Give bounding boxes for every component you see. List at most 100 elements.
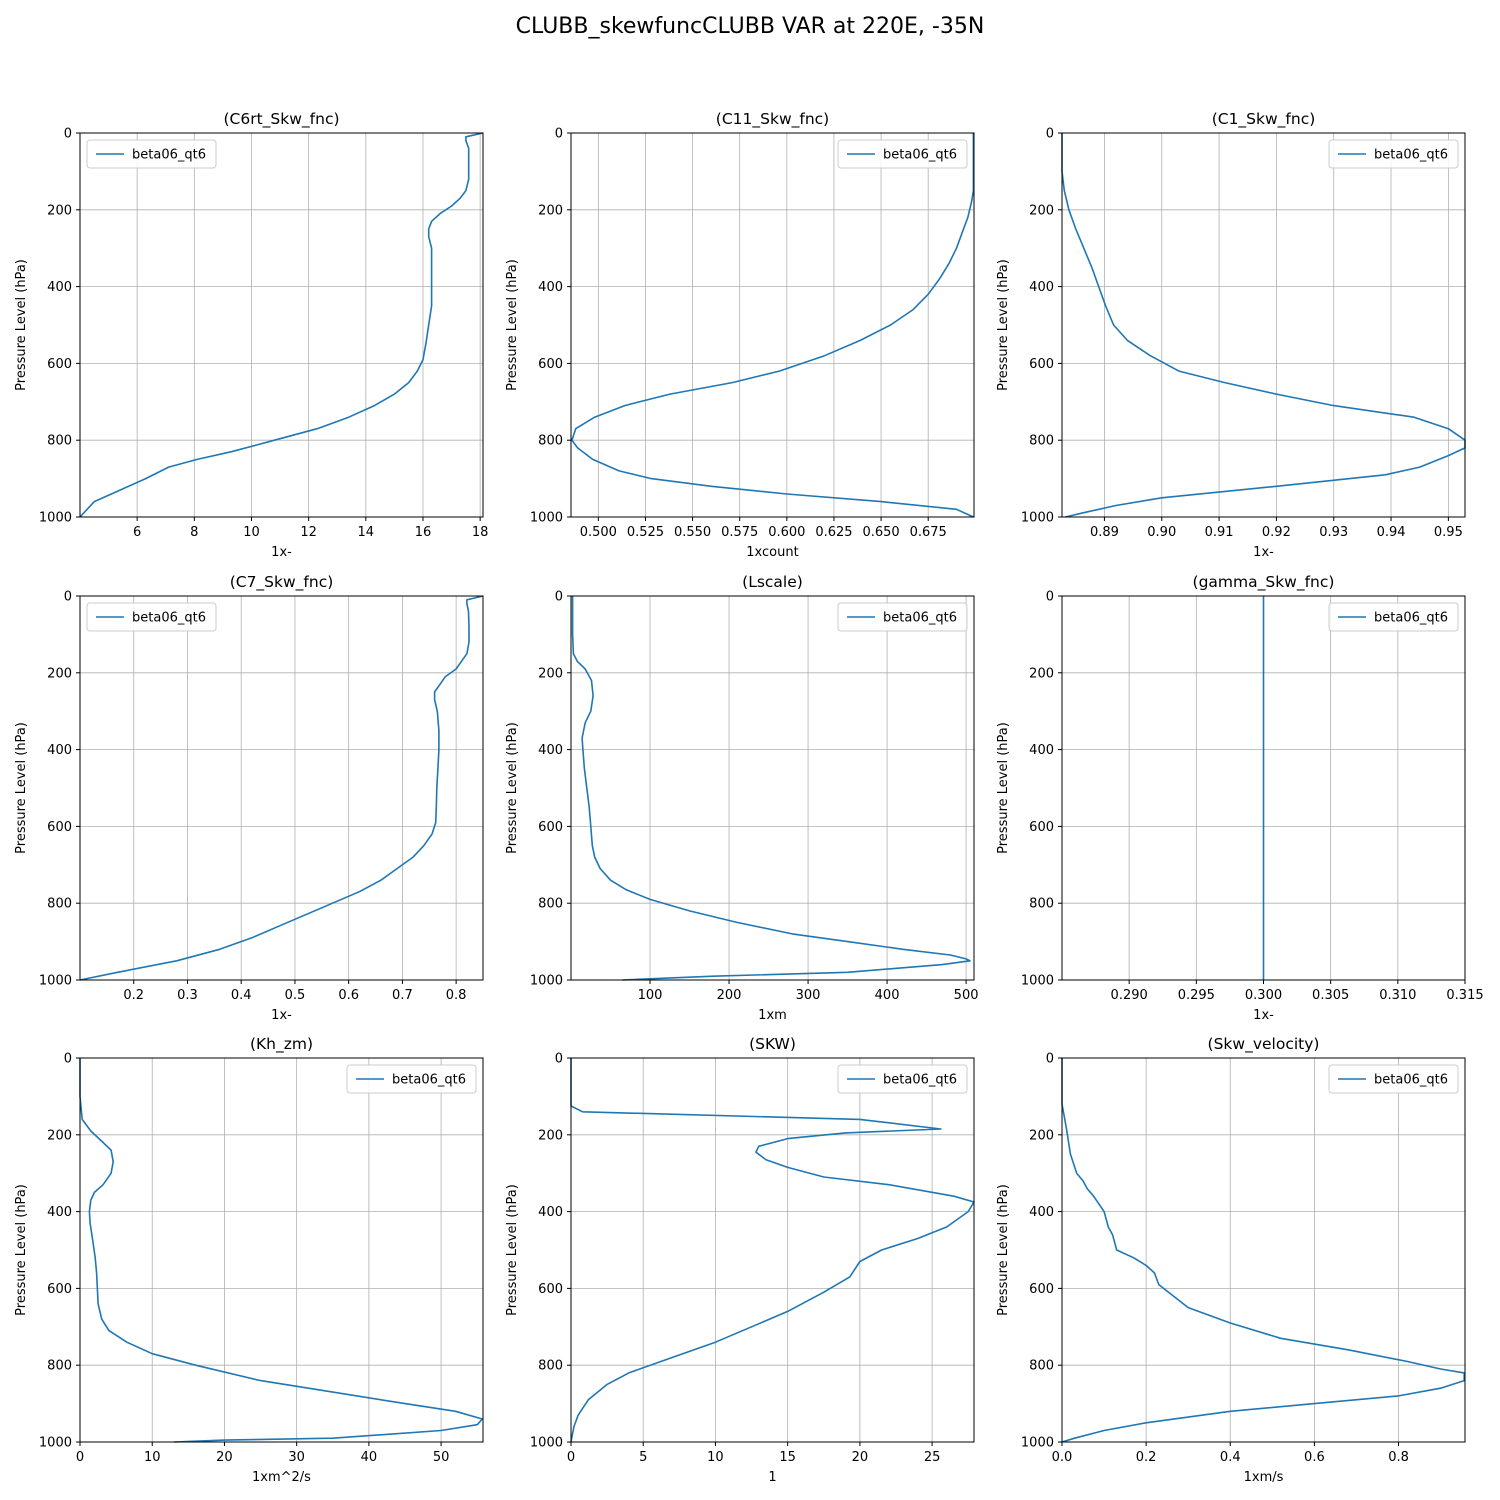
series-line-beta06_qt6 bbox=[571, 596, 971, 981]
x-tick-label: 0.7 bbox=[392, 988, 413, 1003]
y-tick-label: 800 bbox=[1029, 897, 1054, 912]
y-axis-label: Pressure Level (hPa) bbox=[14, 259, 29, 391]
axes-frame bbox=[570, 1057, 975, 1443]
x-tick-label: 500 bbox=[954, 988, 979, 1003]
legend-box bbox=[86, 602, 217, 632]
subplot-title: (C7_Skw_fnc) bbox=[230, 573, 334, 592]
x-axis-label: 1xm/s bbox=[1244, 1470, 1284, 1485]
y-tick-label: 0 bbox=[1046, 127, 1054, 142]
x-tick-label: 0.4 bbox=[231, 988, 252, 1003]
figure-title: CLUBB_skewfuncCLUBB VAR at 220E, -35N bbox=[515, 14, 985, 39]
x-tick-label: 10 bbox=[707, 1450, 724, 1465]
legend: beta06_qt6 bbox=[346, 1064, 477, 1094]
legend-label: beta06_qt6 bbox=[883, 611, 957, 626]
x-tick-label: 0.290 bbox=[1111, 988, 1148, 1003]
series-line-beta06_qt6 bbox=[571, 133, 975, 518]
x-tick-label: 18 bbox=[472, 525, 489, 540]
x-tick-label: 20 bbox=[852, 1450, 869, 1465]
y-tick-label: 200 bbox=[1029, 1128, 1054, 1143]
y-tick-label: 400 bbox=[1029, 1205, 1054, 1220]
legend-label: beta06_qt6 bbox=[883, 1073, 957, 1088]
x-tick-label: 200 bbox=[717, 988, 742, 1003]
y-tick-label: 1000 bbox=[39, 511, 72, 526]
x-tick-label: 0.305 bbox=[1312, 988, 1349, 1003]
y-tick-label: 600 bbox=[538, 1282, 563, 1297]
subplot-9: 0.0 0.2 0.4 0.6 0.8 0 200 400 600 800 1000 (Skw_vel… bbox=[996, 1035, 1466, 1485]
subplot-title: (C11_Skw_fnc) bbox=[716, 110, 829, 129]
x-tick-label: 0.6 bbox=[338, 988, 359, 1003]
axes-frame bbox=[1061, 132, 1466, 518]
legend-box bbox=[837, 1064, 968, 1094]
y-tick-label: 400 bbox=[1029, 280, 1054, 295]
y-tick-label: 1000 bbox=[530, 974, 563, 989]
y-tick-label: 600 bbox=[47, 820, 72, 835]
legend-label: beta06_qt6 bbox=[132, 611, 206, 626]
y-tick-label: 0 bbox=[64, 127, 72, 142]
legend-box bbox=[86, 139, 217, 169]
y-tick-label: 1000 bbox=[1021, 974, 1054, 989]
subplot-3: 0.89 0.90 0.91 0.92 0.93 0.94 0.95 0 200 400 600 80… bbox=[996, 110, 1466, 560]
subplot-title: (Lscale) bbox=[742, 573, 803, 591]
axes-frame bbox=[79, 132, 484, 518]
y-tick-label: 400 bbox=[538, 280, 563, 295]
y-tick-label: 600 bbox=[47, 1282, 72, 1297]
y-tick-label: 600 bbox=[1029, 357, 1054, 372]
y-tick-label: 800 bbox=[1029, 1359, 1054, 1374]
y-tick-label: 600 bbox=[1029, 820, 1054, 835]
y-tick-label: 800 bbox=[47, 1359, 72, 1374]
x-tick-label: 0.315 bbox=[1446, 988, 1483, 1003]
x-tick-label: 0.650 bbox=[862, 525, 899, 540]
x-tick-label: 5 bbox=[639, 1450, 647, 1465]
subplot-5: 100 200 300 400 500 0 200 400 600 800 1000 (Lscale)… bbox=[505, 573, 979, 1023]
legend: beta06_qt6 bbox=[837, 602, 968, 632]
y-tick-label: 600 bbox=[538, 357, 563, 372]
x-tick-label: 0.95 bbox=[1434, 525, 1463, 540]
subplot-6: 0.290 0.295 0.300 0.305 0.310 0.315 0 200 400 600… bbox=[996, 573, 1484, 1023]
x-tick-label: 0.295 bbox=[1178, 988, 1215, 1003]
x-tick-label: 0.550 bbox=[674, 525, 711, 540]
x-axis-label: 1x- bbox=[1253, 1008, 1274, 1023]
x-tick-label: 0.2 bbox=[123, 988, 144, 1003]
y-tick-label: 200 bbox=[538, 203, 563, 218]
subplot-title: (gamma_Skw_fnc) bbox=[1193, 573, 1335, 592]
y-tick-label: 1000 bbox=[39, 1436, 72, 1451]
y-tick-label: 800 bbox=[1029, 434, 1054, 449]
legend: beta06_qt6 bbox=[1328, 602, 1459, 632]
legend: beta06_qt6 bbox=[1328, 1064, 1459, 1094]
legend: beta06_qt6 bbox=[837, 139, 968, 169]
y-tick-label: 1000 bbox=[530, 1436, 563, 1451]
legend-label: beta06_qt6 bbox=[1374, 1073, 1448, 1088]
subplot-title: (Kh_zm) bbox=[250, 1035, 313, 1054]
x-tick-label: 10 bbox=[144, 1450, 161, 1465]
x-tick-label: 6 bbox=[133, 525, 141, 540]
legend-label: beta06_qt6 bbox=[883, 148, 957, 163]
y-tick-label: 0 bbox=[64, 1052, 72, 1067]
x-tick-label: 20 bbox=[216, 1450, 233, 1465]
x-tick-label: 0.92 bbox=[1262, 525, 1291, 540]
legend-box bbox=[1328, 139, 1459, 169]
subplot-7: 0 10 20 30 40 50 0 200 400 600 800 1000 (Kh_zm) 1xm^2… bbox=[14, 1035, 484, 1485]
axes-frame bbox=[79, 1057, 484, 1443]
x-tick-label: 40 bbox=[361, 1450, 378, 1465]
subplot-title: (C6rt_Skw_fnc) bbox=[223, 110, 339, 129]
x-tick-label: 0.8 bbox=[1388, 1450, 1409, 1465]
x-tick-label: 0.300 bbox=[1245, 988, 1282, 1003]
y-tick-label: 0 bbox=[555, 127, 563, 142]
x-tick-label: 25 bbox=[924, 1450, 941, 1465]
y-axis-label: Pressure Level (hPa) bbox=[996, 722, 1011, 854]
y-tick-label: 800 bbox=[47, 897, 72, 912]
legend-box bbox=[837, 602, 968, 632]
y-tick-label: 1000 bbox=[530, 511, 563, 526]
legend: beta06_qt6 bbox=[837, 1064, 968, 1094]
y-axis-label: Pressure Level (hPa) bbox=[505, 259, 520, 391]
subplot-title: (Skw_velocity) bbox=[1208, 1035, 1320, 1054]
series-line-beta06_qt6 bbox=[79, 132, 484, 518]
x-tick-label: 0.8 bbox=[446, 988, 467, 1003]
series-line-beta06_qt6 bbox=[1061, 1058, 1465, 1443]
x-tick-label: 15 bbox=[779, 1450, 796, 1465]
subplot-2: 0.500 0.525 0.550 0.575 0.600 0.625 0.650 0.675… bbox=[505, 110, 975, 560]
x-tick-label: 400 bbox=[875, 988, 900, 1003]
x-tick-label: 8 bbox=[190, 525, 198, 540]
legend-box bbox=[1328, 1064, 1459, 1094]
